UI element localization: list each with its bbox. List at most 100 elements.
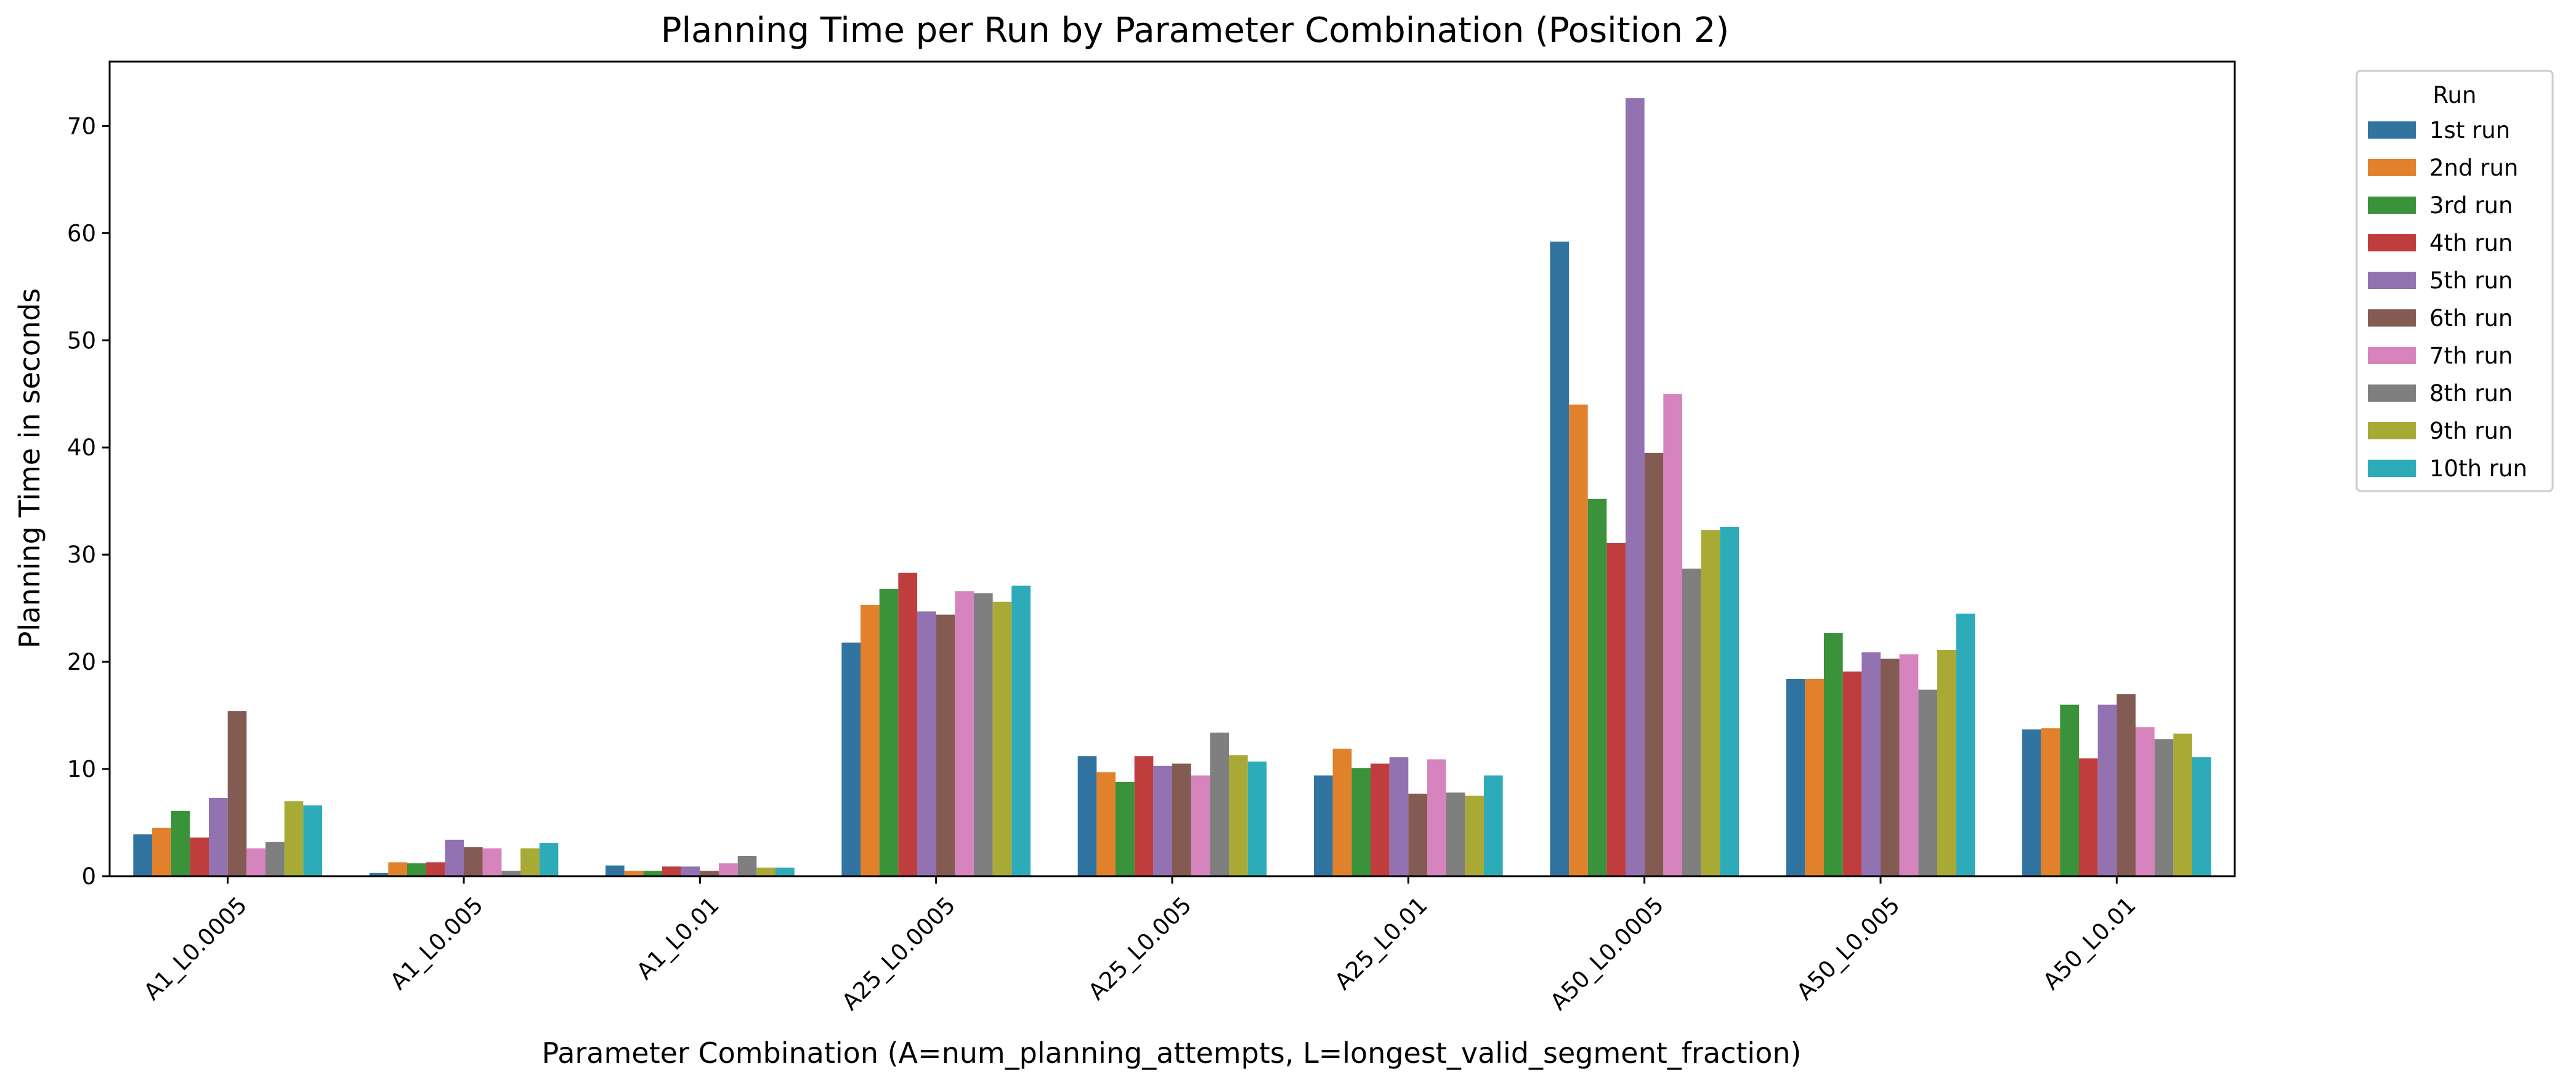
legend-label: 1st run (2429, 117, 2510, 144)
bar (737, 855, 757, 876)
bar (1465, 795, 1484, 876)
y-tick-label: 50 (67, 327, 96, 354)
bar (974, 593, 993, 876)
bar (662, 866, 681, 876)
bar (1899, 654, 1919, 876)
legend-swatch (2368, 121, 2416, 139)
bar (2060, 704, 2079, 876)
y-tick-label: 40 (67, 434, 96, 461)
bar (1663, 394, 1682, 876)
bar (2097, 704, 2117, 876)
legend-swatch (2368, 272, 2416, 289)
legend-label: 7th run (2429, 343, 2513, 369)
legend-label: 9th run (2429, 418, 2513, 444)
bar (171, 810, 190, 876)
bar (917, 611, 936, 876)
bar (426, 862, 445, 876)
bar (1550, 242, 1569, 877)
bar (992, 601, 1012, 876)
bar (879, 588, 899, 876)
y-tick-label: 0 (81, 863, 96, 890)
bar (1786, 678, 1805, 876)
bar (265, 842, 285, 876)
bar (464, 847, 483, 876)
bar (227, 711, 247, 876)
bar (1484, 775, 1503, 876)
bar (482, 848, 502, 876)
bar (1011, 585, 1031, 876)
bar (1701, 530, 1720, 876)
bars-layer (133, 98, 2211, 877)
legend-label: 3rd run (2429, 192, 2513, 219)
x-tick-label: A1_L0.0005 (139, 892, 252, 1005)
bar (1587, 498, 1607, 876)
bar (1720, 526, 1739, 876)
bar (1842, 671, 1862, 876)
y-tick-label: 60 (67, 220, 96, 246)
bar (369, 872, 389, 876)
bar (209, 798, 228, 876)
bar (1626, 98, 1645, 876)
legend-swatch (2368, 197, 2416, 214)
legend: Run 1st run 2nd run 3rd run 4th run 5th run 6t… (2355, 70, 2554, 492)
legend-swatch (2368, 159, 2416, 176)
x-axis: A1_L0.0005 A1_L0.005 A1_L0.01 A25_L0.0005 A2… (139, 876, 2141, 1015)
legend-swatch (2368, 422, 2416, 439)
x-tick-label: A25_L0.0005 (836, 892, 960, 1015)
x-tick-label: A25_L0.005 (1083, 892, 1196, 1005)
bar (1332, 749, 1352, 876)
bar (719, 863, 738, 876)
bar (190, 837, 209, 876)
bar (2154, 739, 2174, 876)
bar (1172, 763, 1191, 876)
y-tick-label: 20 (67, 649, 96, 675)
bar (776, 868, 795, 876)
bar (606, 865, 625, 876)
bar (445, 839, 464, 876)
plot-frame (108, 60, 2236, 877)
bar (1937, 649, 1956, 876)
bar (388, 862, 407, 876)
bar (1077, 756, 1097, 876)
bar (756, 868, 776, 876)
bar (861, 604, 880, 876)
bar (1371, 763, 1390, 876)
legend-swatch (2368, 384, 2416, 402)
y-axis-title: Planning Time in seconds (13, 288, 46, 649)
legend-label: 2nd run (2429, 155, 2518, 181)
bar (841, 642, 861, 876)
bar (246, 848, 265, 876)
legend-label: 4th run (2429, 230, 2513, 256)
bar (1682, 568, 1701, 876)
bar (643, 871, 662, 876)
x-tick-label: A1_L0.005 (385, 892, 488, 995)
bar (284, 801, 304, 876)
bar (1824, 633, 1843, 876)
legend-label: 5th run (2429, 267, 2513, 294)
y-axis: 0 10 20 30 40 50 60 70 (67, 113, 110, 890)
legend-swatch (2368, 347, 2416, 364)
legend-swatch (2368, 234, 2416, 251)
y-tick-label: 70 (67, 113, 96, 139)
bar (2192, 757, 2211, 876)
y-tick-label: 10 (67, 756, 96, 783)
bar (1956, 613, 1975, 876)
x-tick-label: A50_L0.0005 (1545, 892, 1669, 1015)
legend-swatch (2368, 460, 2416, 477)
bar (1606, 543, 1626, 876)
y-tick-label: 30 (67, 542, 96, 568)
bar (624, 871, 644, 876)
legend-label: 6th run (2429, 305, 2513, 331)
legend-title: Run (2433, 82, 2477, 108)
bar (2173, 733, 2192, 876)
bar (1918, 689, 1937, 876)
bar (1644, 452, 1664, 876)
bar (1116, 781, 1135, 876)
chart-title: Planning Time per Run by Parameter Combi… (661, 10, 1730, 51)
legend-swatch (2368, 309, 2416, 327)
bar (1096, 772, 1116, 876)
legend-label: 8th run (2429, 380, 2513, 407)
bar (1569, 404, 1588, 876)
bar (955, 591, 974, 876)
